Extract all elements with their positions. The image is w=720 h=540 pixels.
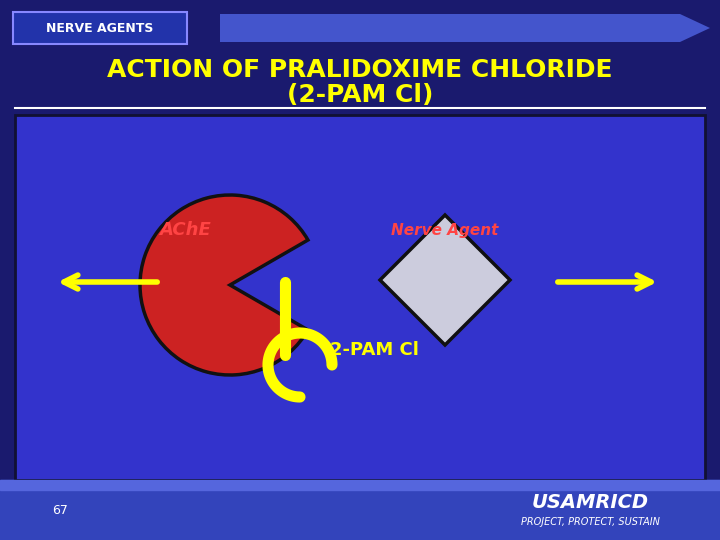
Text: USAMRICD: USAMRICD (531, 492, 649, 511)
Wedge shape (140, 195, 308, 375)
Text: ACTION OF PRALIDOXIME CHLORIDE: ACTION OF PRALIDOXIME CHLORIDE (107, 58, 613, 82)
FancyBboxPatch shape (13, 12, 187, 44)
Text: Nerve Agent: Nerve Agent (391, 222, 499, 238)
Bar (0, 480, 720, 540)
Bar (0, 42, 720, 110)
Polygon shape (220, 14, 710, 42)
FancyBboxPatch shape (15, 115, 705, 480)
Bar (0, 480, 720, 490)
Text: AChE: AChE (159, 221, 211, 239)
Text: 67: 67 (52, 503, 68, 516)
Text: (2-PAM Cl): (2-PAM Cl) (287, 83, 433, 107)
Text: NERVE AGENTS: NERVE AGENTS (46, 22, 153, 35)
Polygon shape (380, 215, 510, 345)
Text: 2-PAM Cl: 2-PAM Cl (330, 341, 419, 359)
Bar (0, 0, 720, 60)
Text: PROJECT, PROTECT, SUSTAIN: PROJECT, PROTECT, SUSTAIN (521, 517, 660, 527)
